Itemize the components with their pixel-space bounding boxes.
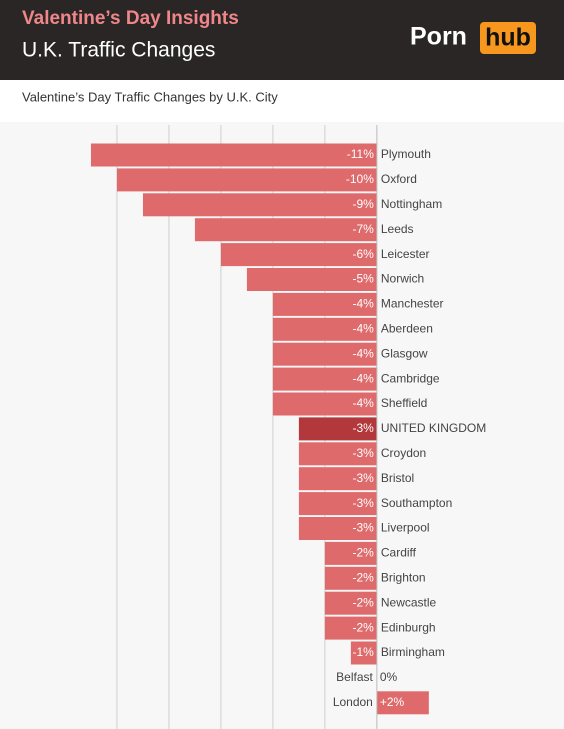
value-label: -6%	[353, 247, 375, 261]
category-label: Aberdeen	[381, 321, 433, 335]
category-label: Bristol	[381, 471, 414, 485]
category-label: Glasgow	[381, 346, 428, 360]
value-label: -4%	[353, 396, 375, 410]
header-band	[0, 0, 564, 80]
category-label: Brighton	[381, 570, 426, 584]
value-label: -2%	[353, 546, 375, 560]
value-label: 0%	[380, 670, 398, 684]
value-label: -2%	[353, 595, 375, 609]
bar	[272, 392, 377, 416]
value-label: +2%	[380, 695, 405, 709]
value-label: -11%	[347, 147, 374, 161]
bar	[298, 442, 377, 466]
value-label: -1%	[353, 645, 375, 659]
bar	[298, 517, 377, 540]
value-label: -10%	[346, 172, 374, 186]
value-label: -9%	[353, 197, 375, 211]
category-label: London	[333, 695, 373, 709]
bar	[298, 467, 377, 491]
chart-title: Valentine’s Day Traffic Changes by U.K. …	[22, 89, 278, 104]
value-label: -4%	[353, 321, 375, 335]
value-label: -2%	[353, 570, 375, 584]
header-title: Valentine’s Day Insights	[22, 8, 239, 29]
category-label: Birmingham	[381, 645, 445, 659]
category-label: UNITED KINGDOM	[381, 421, 486, 435]
logo-box	[480, 22, 536, 54]
category-label: Cambridge	[381, 371, 440, 385]
category-label: Croydon	[381, 446, 426, 460]
category-label: Cardiff	[381, 546, 417, 560]
category-label: Norwich	[381, 272, 424, 286]
value-label: -5%	[353, 272, 375, 286]
bar	[246, 268, 377, 291]
bar	[324, 616, 377, 640]
value-label: -3%	[353, 471, 375, 485]
bar	[116, 168, 377, 192]
bar	[324, 566, 377, 590]
bar	[376, 691, 429, 715]
value-label: -4%	[353, 346, 375, 360]
category-label: Leeds	[381, 222, 414, 236]
bar	[272, 292, 377, 316]
bar	[324, 591, 377, 615]
category-label: Sheffield	[381, 396, 427, 410]
category-label: Belfast	[336, 670, 373, 684]
value-label: -4%	[353, 371, 375, 385]
logo-text: hub	[485, 24, 531, 52]
category-label: Manchester	[381, 297, 444, 311]
category-label: Plymouth	[381, 147, 431, 161]
bar	[272, 367, 377, 391]
bar	[298, 492, 377, 516]
value-label: -3%	[353, 521, 375, 535]
category-label: Liverpool	[381, 521, 430, 535]
category-label: Edinburgh	[381, 620, 436, 634]
bar	[220, 243, 377, 267]
category-label: Oxford	[381, 172, 417, 186]
bar	[324, 541, 377, 565]
bar	[350, 641, 377, 665]
value-label: -2%	[353, 620, 375, 634]
value-label: -3%	[353, 421, 375, 435]
bar	[90, 143, 377, 167]
bar	[194, 218, 377, 242]
category-label: Newcastle	[381, 595, 437, 609]
bar	[272, 317, 377, 341]
value-label: -3%	[353, 496, 375, 510]
category-label: Nottingham	[381, 197, 442, 211]
category-label: Southampton	[381, 496, 452, 510]
bar	[142, 193, 377, 217]
logo-text: Porn	[410, 23, 467, 51]
value-label: -4%	[353, 297, 375, 311]
value-label: -3%	[353, 446, 375, 460]
value-label: -7%	[353, 222, 375, 236]
bar	[298, 417, 377, 441]
header-subtitle: U.K. Traffic Changes	[22, 39, 215, 62]
bar	[272, 342, 377, 366]
category-label: Leicester	[381, 247, 430, 261]
